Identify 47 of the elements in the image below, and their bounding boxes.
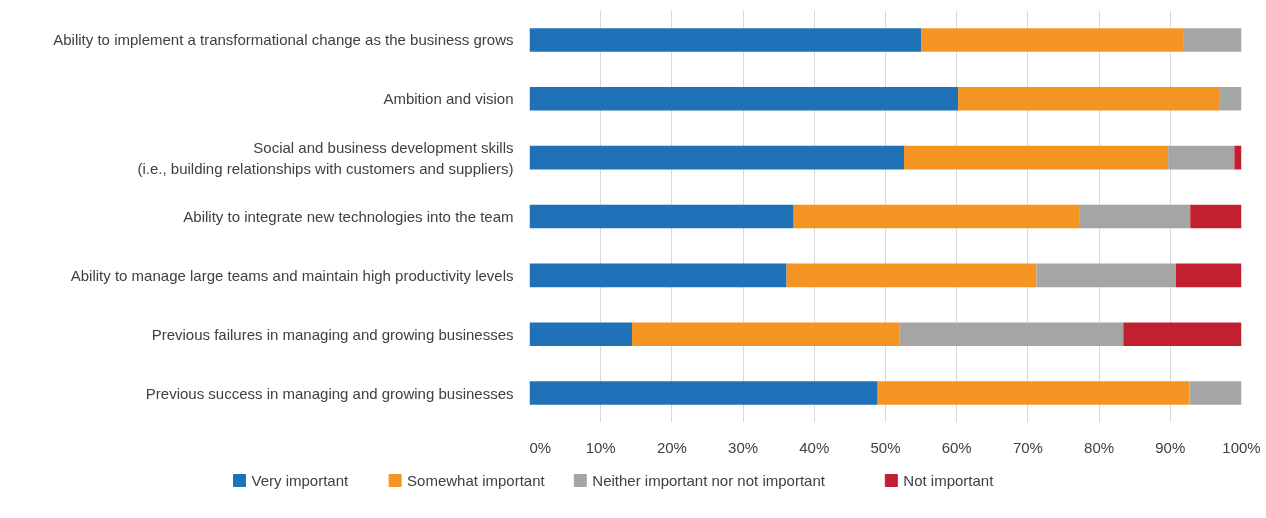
bar: [1189, 381, 1242, 405]
bar: [1176, 263, 1242, 288]
bar: [786, 263, 1037, 288]
y-tick-label: Previous success in managing and growing businesses: [145, 384, 514, 402]
y-tick-label: Ability to integrate new technologies into the team: [183, 208, 514, 225]
x-tick-label: 90%: [1155, 438, 1186, 456]
legend-label: Neither important nor not important: [592, 472, 826, 489]
y-tick-label: Previous failures in managing and growing businesses: [151, 325, 514, 343]
bar: [529, 28, 922, 52]
x-tick-label: 70%: [1012, 438, 1043, 456]
y-tick-label: Ability to implement a transformational change as the business grows: [53, 31, 514, 49]
x-tick-label: 20%: [656, 438, 687, 456]
bar: [529, 381, 878, 405]
x-tick-label: 50%: [870, 438, 901, 456]
bar: [1190, 204, 1242, 229]
bar: [529, 87, 959, 111]
x-tick-label: 30%: [728, 438, 759, 456]
legend-label: Not important: [903, 472, 995, 489]
bar: [793, 204, 1080, 229]
bar: [1234, 145, 1242, 170]
x-tick-label: 0%: [529, 438, 552, 456]
bar: [921, 28, 1184, 52]
bar: [632, 322, 900, 346]
bar: [529, 263, 787, 288]
x-tick-label: 10%: [585, 438, 616, 456]
legend-label: Very important: [251, 472, 350, 489]
y-tick-label: Ability to manage large teams and maintain high productivity levels: [70, 266, 514, 284]
legend-label: Somewhat important: [407, 472, 546, 489]
x-tick-label: 60%: [941, 438, 972, 456]
bar: [1123, 322, 1242, 346]
x-tick-label: 100%: [1222, 438, 1261, 456]
bar: [958, 87, 1221, 111]
bar: [1168, 145, 1235, 170]
bar: [1036, 263, 1176, 288]
x-tick-label: 40%: [799, 438, 830, 456]
x-tick-label: 80%: [1084, 438, 1115, 456]
bar: [877, 381, 1190, 405]
y-tick-label: Ambition and vision: [383, 90, 514, 108]
bar: [529, 145, 905, 170]
bar: [529, 204, 794, 229]
bar: [1079, 204, 1191, 229]
bar: [899, 322, 1124, 346]
y-tick-label: Social and business development skills (i.e., building relationships with customers and suppliers): [137, 138, 514, 177]
bar: [1183, 28, 1242, 52]
bar: [904, 145, 1169, 170]
bar: [1220, 87, 1242, 111]
bar: [529, 322, 633, 346]
